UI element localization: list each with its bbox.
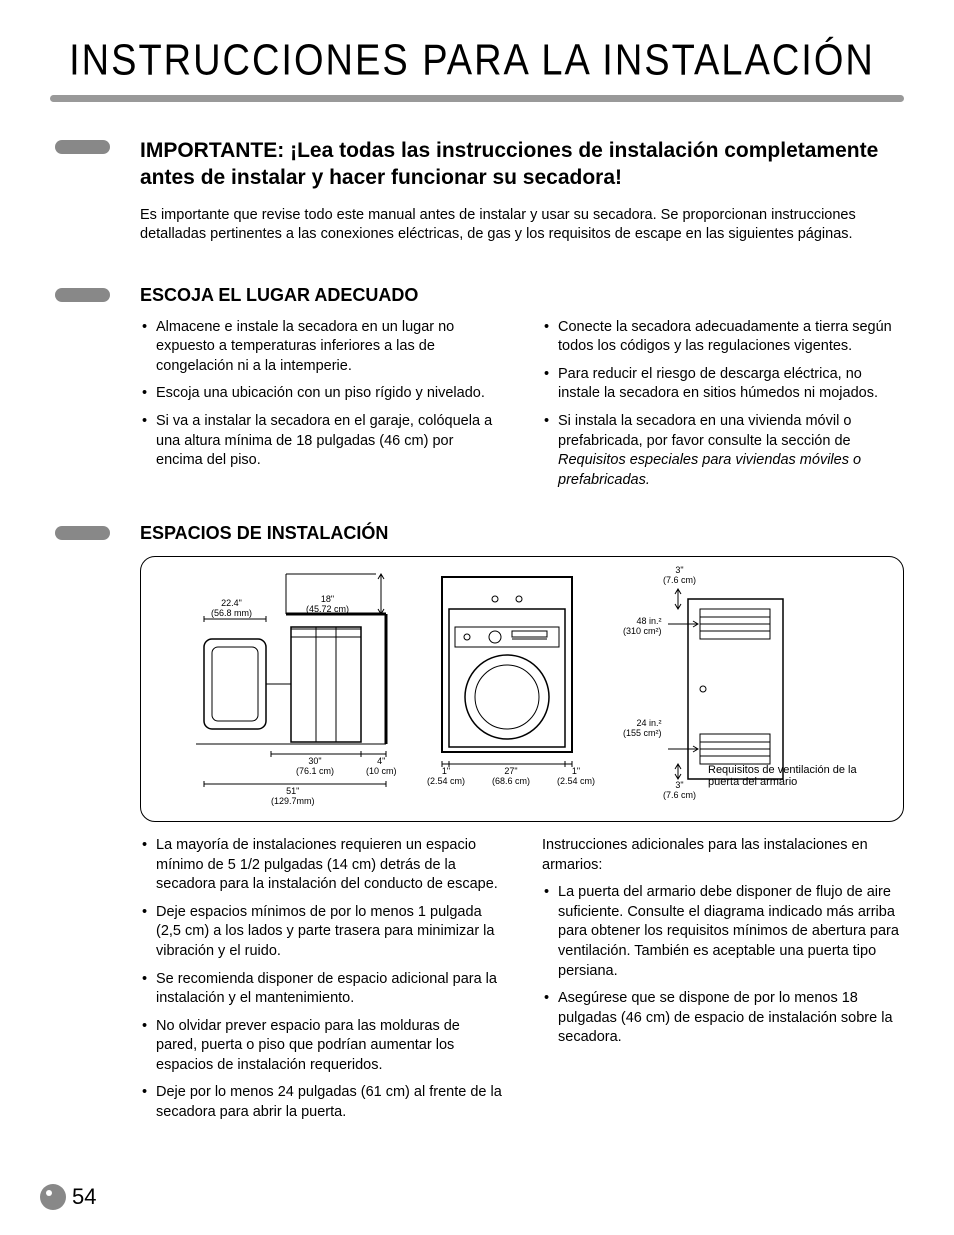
list-item: Conecte la secadora adecuadamente a tier… xyxy=(542,318,904,357)
list-item: La puerta del armario debe disponer de f… xyxy=(542,883,904,981)
title-underline-bar xyxy=(50,95,904,102)
side-view-diagram: 22.4"(56.8 mm) 18"(45.72 cm) 30"(76.1 cm… xyxy=(156,569,406,809)
list-item: Almacene e instale la secadora en un lug… xyxy=(140,318,502,377)
location-left-list: Almacene e instale la secadora en un lug… xyxy=(140,318,502,471)
page-number: 54 xyxy=(72,1184,96,1210)
list-item: Para reducir el riesgo de descarga eléct… xyxy=(542,365,904,404)
section-bullet-bar xyxy=(55,140,110,154)
lg-logo-icon xyxy=(40,1184,66,1210)
location-right-list: Conecte la secadora adecuadamente a tier… xyxy=(542,318,904,491)
clearance-section: ESPACIOS DE INSTALACIÓN xyxy=(40,523,904,1130)
location-section: ESCOJA EL LUGAR ADECUADO Almacene e inst… xyxy=(40,285,904,499)
front-view-diagram: 1"(2.54 cm) 27"(68.6 cm) 1"(2.54 cm) xyxy=(417,569,597,809)
important-section: IMPORTANTE: ¡Lea todas las instrucciones… xyxy=(40,137,904,245)
diagrams-container: 22.4"(56.8 mm) 18"(45.72 cm) 30"(76.1 cm… xyxy=(140,556,904,822)
closet-caption: Requisitos de ventilación de la puerta d… xyxy=(708,764,878,788)
page-title: INSTRUCCIONES PARA LA INSTALACIÓN xyxy=(40,37,904,86)
clearance-left-list: La mayoría de instalaciones requieren un… xyxy=(140,836,502,1122)
location-heading: ESCOJA EL LUGAR ADECUADO xyxy=(140,285,904,306)
list-item: Deje espacios mínimos de por lo menos 1 … xyxy=(140,903,502,962)
section-bullet-bar xyxy=(55,526,110,540)
clearance-right-intro: Instrucciones adicionales para las insta… xyxy=(542,836,904,875)
list-item: Si instala la secadora en una vivienda m… xyxy=(542,412,904,490)
closet-door-diagram: 3"(7.6 cm) 48 in.²(310 cm²) 24 in.²(155 … xyxy=(608,569,888,809)
list-item: Se recomienda disponer de espacio adicio… xyxy=(140,970,502,1009)
list-item: Escoja una ubicación con un piso rígido … xyxy=(140,384,502,404)
clearance-right-list: La puerta del armario debe disponer de f… xyxy=(542,883,904,1048)
list-item: La mayoría de instalaciones requieren un… xyxy=(140,836,502,895)
section-bullet-bar xyxy=(55,288,110,302)
list-item: No olvidar prever espacio para las moldu… xyxy=(140,1017,502,1076)
list-item: Si va a instalar la secadora en el garaj… xyxy=(140,412,502,471)
page-footer: 54 xyxy=(40,1184,96,1210)
list-item: Deje por lo menos 24 pulgadas (61 cm) al… xyxy=(140,1083,502,1122)
important-heading: IMPORTANTE: ¡Lea todas las instrucciones… xyxy=(140,137,904,192)
clearance-heading: ESPACIOS DE INSTALACIÓN xyxy=(140,523,904,544)
important-body: Es importante que revise todo este manua… xyxy=(140,206,904,245)
list-item: Asegúrese que se dispone de por lo menos… xyxy=(542,989,904,1048)
